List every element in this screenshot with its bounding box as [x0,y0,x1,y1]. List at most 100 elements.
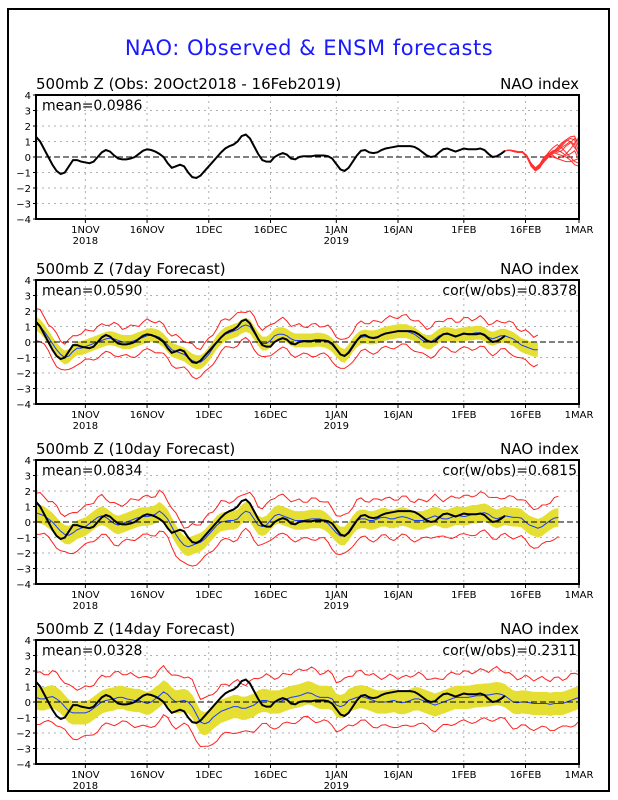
x-tick-label: 1FEB [451,770,476,781]
panel-right-label: NAO index [500,75,579,93]
panel-2: 500mb Z (7day Forecast) NAO index 4 3 2 1 0 −1 −… [16,260,593,432]
ensemble-member-line [504,149,580,169]
spread-band [36,501,559,557]
x-tick-label: 1DEC [195,590,222,601]
x-tick-label: 16NOV [130,590,165,601]
y-tick-label: 0 [25,698,31,709]
y-tick-label: −3 [16,745,31,756]
panel-3: 500mb Z (10day Forecast) NAO index 4 3 2 1 0 −1… [16,440,593,612]
y-tick-label: −2 [16,549,31,560]
panel-right-label: NAO index [500,260,579,278]
x-tick-label: 1NOV [71,225,100,236]
envelope-upper-line [35,664,580,701]
observed-line [35,133,506,179]
y-tick-label: 4 [25,276,31,287]
y-tick-label: 0 [25,338,31,349]
y-tick-label: −1 [16,354,31,365]
x-tick-label: 16DEC [254,590,288,601]
y-tick-label: −2 [16,369,31,380]
y-tick-label: 0 [25,153,31,164]
x-tick-year-label: 2019 [324,421,349,432]
mean-annotation: mean=0.0834 [42,463,143,479]
x-tick-label: 1NOV [71,590,100,601]
panel-right-label: NAO index [500,440,579,458]
envelope-upper-line [35,308,539,351]
x-tick-label: 16DEC [254,770,288,781]
y-tick-label: −1 [16,534,31,545]
x-tick-label: 1NOV [71,410,100,421]
x-tick-label: 16DEC [254,410,288,421]
observed-line [35,678,506,724]
x-tick-year-label: 2019 [324,781,349,792]
y-tick-label: −4 [16,215,31,226]
mean-annotation: mean=0.0986 [42,98,143,114]
y-tick-label: 1 [25,323,31,334]
y-tick-label: −2 [16,184,31,195]
y-tick-label: −2 [16,729,31,740]
x-tick-label: 1MAR [565,770,594,781]
panel-title: 500mb Z (14day Forecast) [36,620,235,638]
ensemble-mean-line [35,691,580,725]
x-tick-label: 1FEB [451,590,476,601]
envelope-lower-line [35,336,539,380]
x-tick-label: 16FEB [510,225,542,236]
x-tick-label: 16FEB [510,770,542,781]
ensemble-member-line [504,140,580,171]
y-tick-label: −1 [16,714,31,725]
x-tick-label: 1JAN [325,770,348,781]
y-tick-label: 3 [25,107,31,118]
x-tick-label: 1DEC [195,225,222,236]
x-tick-label: 1MAR [565,410,594,421]
y-tick-label: 2 [25,487,31,498]
y-tick-label: −4 [16,580,31,591]
y-tick-label: 1 [25,138,31,149]
x-tick-label: 16JAN [383,770,413,781]
y-tick-label: −3 [16,385,31,396]
envelope-upper-line [35,489,559,529]
x-tick-label: 1FEB [451,410,476,421]
panel-title: 500mb Z (Obs: 20Oct2018 - 16Feb2019) [36,75,341,93]
correlation-annotation: cor(w/obs)=0.2311 [442,643,577,659]
x-tick-label: 16NOV [130,225,165,236]
spread-band [36,316,538,370]
mean-annotation: mean=0.0328 [42,643,142,659]
panel-title: 500mb Z (7day Forecast) [36,260,226,278]
ensemble-member-line [504,149,580,171]
panel-right-label: NAO index [500,620,579,638]
panel-1: 500mb Z (Obs: 20Oct2018 - 16Feb2019) NAO … [16,75,593,247]
y-tick-label: 3 [25,652,31,663]
y-tick-label: 3 [25,292,31,303]
y-tick-label: 4 [25,91,31,102]
x-tick-year-label: 2018 [73,781,98,792]
x-tick-year-label: 2018 [73,601,98,612]
panel-title: 500mb Z (10day Forecast) [36,440,235,458]
main-title: NAO: Observed & ENSM forecasts [124,36,494,60]
y-tick-label: 1 [25,683,31,694]
x-tick-year-label: 2019 [324,601,349,612]
observed-line [35,318,506,364]
x-tick-label: 16FEB [510,590,542,601]
panel-4: 500mb Z (14day Forecast) NAO index 4 3 2 1 0 −1… [16,620,593,792]
x-tick-year-label: 2018 [73,236,98,247]
y-tick-label: −3 [16,565,31,576]
y-tick-label: −3 [16,200,31,211]
y-tick-label: 0 [25,518,31,529]
y-tick-label: 2 [25,667,31,678]
x-tick-label: 16JAN [383,225,413,236]
y-tick-label: 4 [25,456,31,467]
observed-line [35,498,506,544]
envelope-lower-line [35,527,559,567]
x-tick-label: 1JAN [325,225,348,236]
x-tick-label: 1FEB [451,225,476,236]
spread-band [36,680,579,736]
x-tick-label: 16DEC [254,225,288,236]
x-tick-label: 1JAN [325,590,348,601]
y-tick-label: −4 [16,760,31,771]
x-tick-label: 16FEB [510,410,542,421]
x-tick-label: 16NOV [130,770,165,781]
x-tick-year-label: 2019 [324,236,349,247]
correlation-annotation: cor(w/obs)=0.8378 [442,283,577,299]
y-tick-label: 1 [25,503,31,514]
y-tick-label: −4 [16,400,31,411]
